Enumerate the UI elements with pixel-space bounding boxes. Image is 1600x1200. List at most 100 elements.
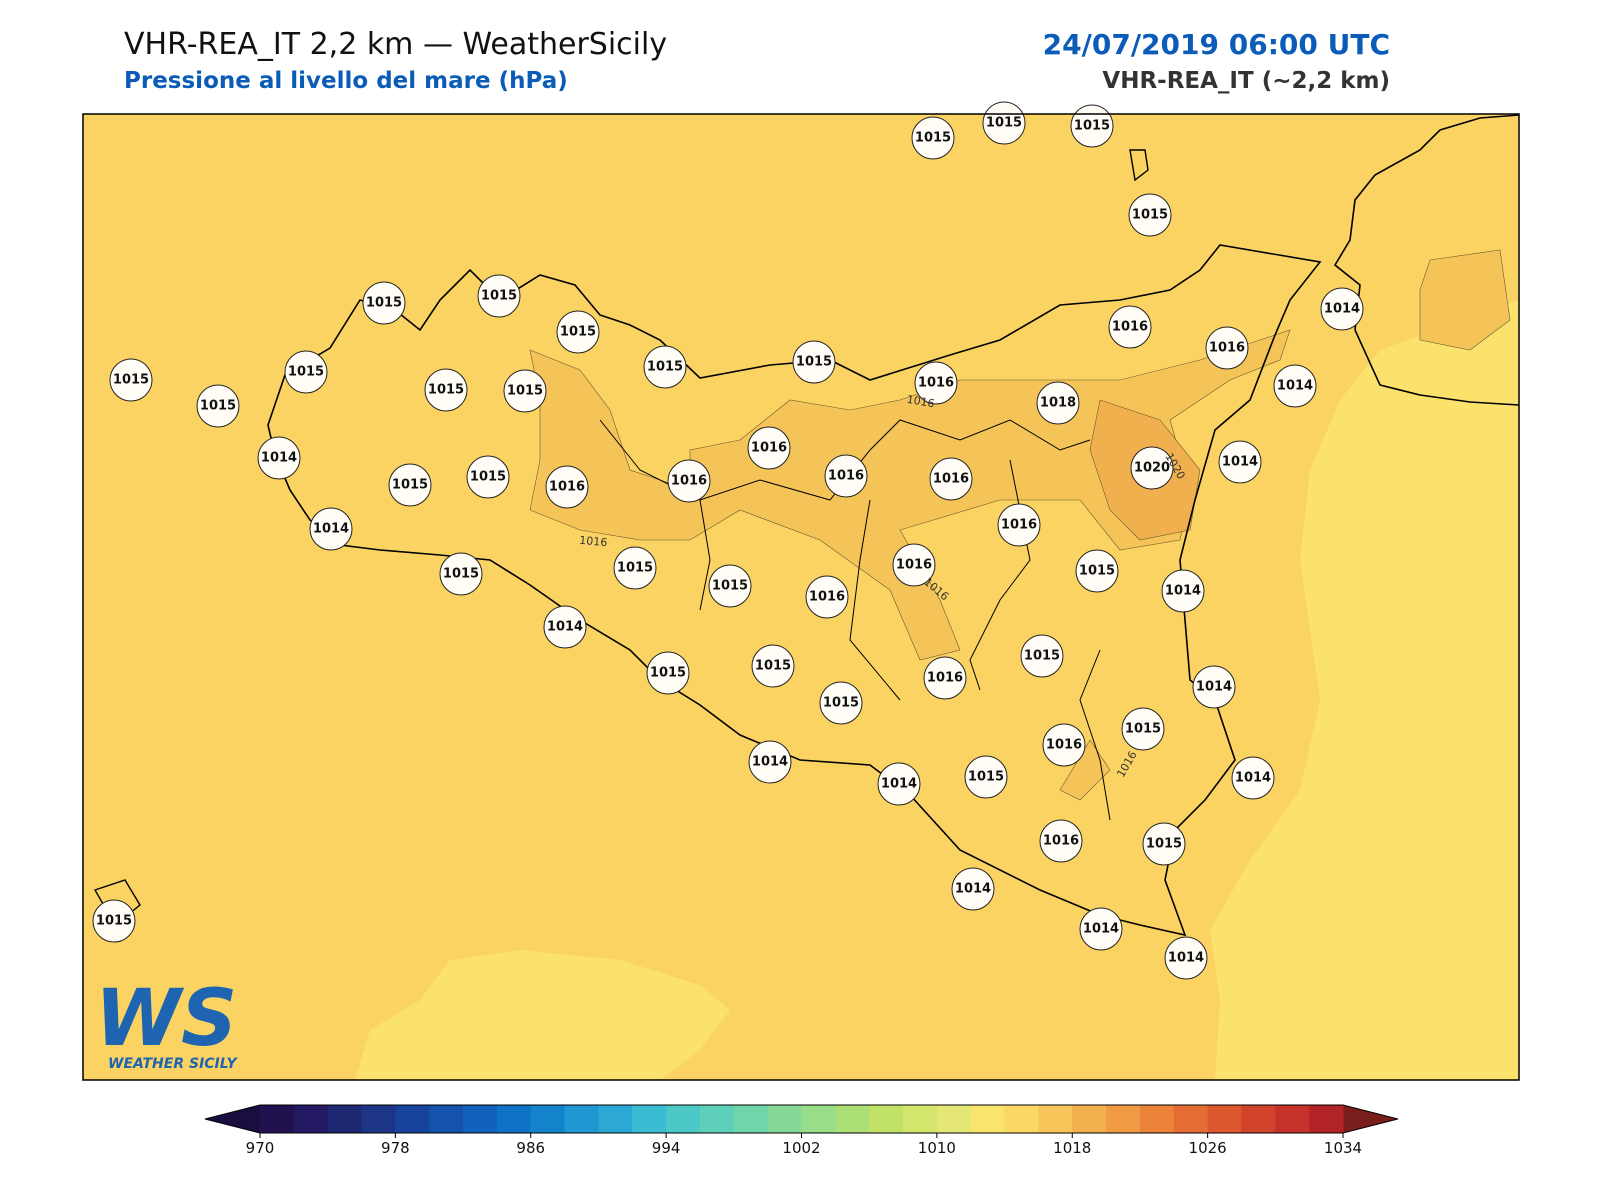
station-marker: [92, 899, 136, 943]
station-label: 1014: [547, 620, 583, 635]
station-label: 1015: [712, 579, 748, 594]
station-marker: [503, 369, 547, 413]
station-label: 1015: [392, 478, 428, 493]
station-marker: [1121, 707, 1165, 751]
station-label: 1015: [560, 325, 596, 340]
station-label: 1014: [752, 755, 788, 770]
station-marker: [1039, 819, 1083, 863]
colorbar-swatch: [496, 1105, 532, 1133]
sicily-coastline: [267, 244, 1322, 937]
colorbar-swatch: [733, 1105, 769, 1133]
station-marker: [1079, 907, 1123, 951]
station-label: 1016: [828, 469, 864, 484]
colorbar-swatch: [1173, 1105, 1209, 1133]
station-label: 1014: [1196, 680, 1232, 695]
station: 1016: [545, 465, 589, 509]
station: 1016: [923, 656, 967, 700]
station-marker: [982, 101, 1026, 145]
station: 1014: [1218, 440, 1262, 484]
station-label: 1016: [1209, 341, 1245, 356]
colorbar-swatch: [869, 1105, 904, 1133]
station-marker: [1320, 287, 1364, 331]
colorbar-swatch: [936, 1105, 972, 1133]
station-marker: [646, 651, 690, 695]
station-label: 1015: [755, 659, 791, 674]
colorbar-tick-label: 978: [381, 1139, 410, 1157]
station-marker: [613, 546, 657, 590]
station-marker: [466, 455, 510, 499]
station: 1015: [751, 644, 795, 688]
station-marker: [1164, 936, 1208, 980]
station-label: 1016: [809, 590, 845, 605]
colorbar-swatch: [970, 1105, 1006, 1133]
station-label: 1015: [968, 770, 1004, 785]
station: 1015: [362, 281, 406, 325]
station-label: 1015: [1125, 722, 1161, 737]
station-marker: [929, 457, 973, 501]
station-label: 1015: [823, 696, 859, 711]
station-marker: [708, 564, 752, 608]
station-label: 1016: [1112, 320, 1148, 335]
colorbar-swatch: [1309, 1105, 1344, 1133]
station: 1015: [792, 340, 836, 384]
station: 1015: [613, 546, 657, 590]
colorbar-swatch: [632, 1105, 667, 1133]
station-label: 1015: [650, 666, 686, 681]
station-label: 1015: [428, 383, 464, 398]
colorbar-swatch: [530, 1105, 566, 1133]
station: 1014: [951, 867, 995, 911]
station-label: 1015: [915, 131, 951, 146]
station-marker: [556, 310, 600, 354]
map-frame: [82, 113, 1520, 1081]
station: 1015: [92, 899, 136, 943]
station: 1015: [708, 564, 752, 608]
station-label: 1015: [470, 470, 506, 485]
station-marker: [1036, 381, 1080, 425]
station: 1015: [1020, 634, 1064, 678]
station: 1016: [824, 454, 868, 498]
model: VHR-REA_IT (~2,2 km): [1102, 68, 1390, 94]
station-label: 1014: [955, 882, 991, 897]
colorbar-swatch: [1072, 1105, 1107, 1133]
station: 1014: [1079, 907, 1123, 951]
station: 1015: [503, 369, 547, 413]
station-marker: [196, 384, 240, 428]
colorbar-swatch: [361, 1105, 396, 1133]
station: 1014: [1231, 756, 1275, 800]
station: 1015: [1128, 193, 1172, 237]
station: 1014: [309, 507, 353, 551]
station: 1015: [109, 358, 153, 402]
station-label: 1016: [751, 441, 787, 456]
colorbar-swatch: [429, 1105, 464, 1133]
station: 1015: [196, 384, 240, 428]
station-marker: [1192, 665, 1236, 709]
station-label: 1016: [1001, 518, 1037, 533]
colorbar-swatch: [260, 1105, 295, 1133]
datetime: 24/07/2019 06:00 UTC: [1043, 28, 1390, 61]
calabria-coastline: [1333, 114, 1519, 406]
station: 1015: [1121, 707, 1165, 751]
station: 1015: [964, 755, 1008, 799]
subtitle: Pressione al livello del mare (hPa): [124, 68, 568, 94]
station-marker: [751, 644, 795, 688]
station: 1016: [997, 503, 1041, 547]
colorbar-tick-label: 986: [516, 1139, 545, 1157]
station-label: 1015: [1024, 649, 1060, 664]
colorbar-swatch: [1139, 1105, 1175, 1133]
station-marker: [1108, 305, 1152, 349]
station: 1016: [747, 426, 791, 470]
colorbar-extend-over: [1343, 1105, 1398, 1133]
colorbar-tick-label: 1034: [1324, 1139, 1362, 1157]
colorbar-extend-under: [205, 1105, 260, 1133]
station: 1016: [1108, 305, 1152, 349]
station-label: 1014: [1277, 379, 1313, 394]
station: 1016: [929, 457, 973, 501]
colorbar-swatch: [1004, 1105, 1039, 1133]
station: 1015: [466, 455, 510, 499]
station: 1014: [1273, 364, 1317, 408]
colorbar-swatch: [293, 1105, 329, 1133]
station-label: 1016: [933, 472, 969, 487]
colorbar-swatch: [598, 1105, 633, 1133]
logo-mark: WS: [95, 974, 237, 1064]
